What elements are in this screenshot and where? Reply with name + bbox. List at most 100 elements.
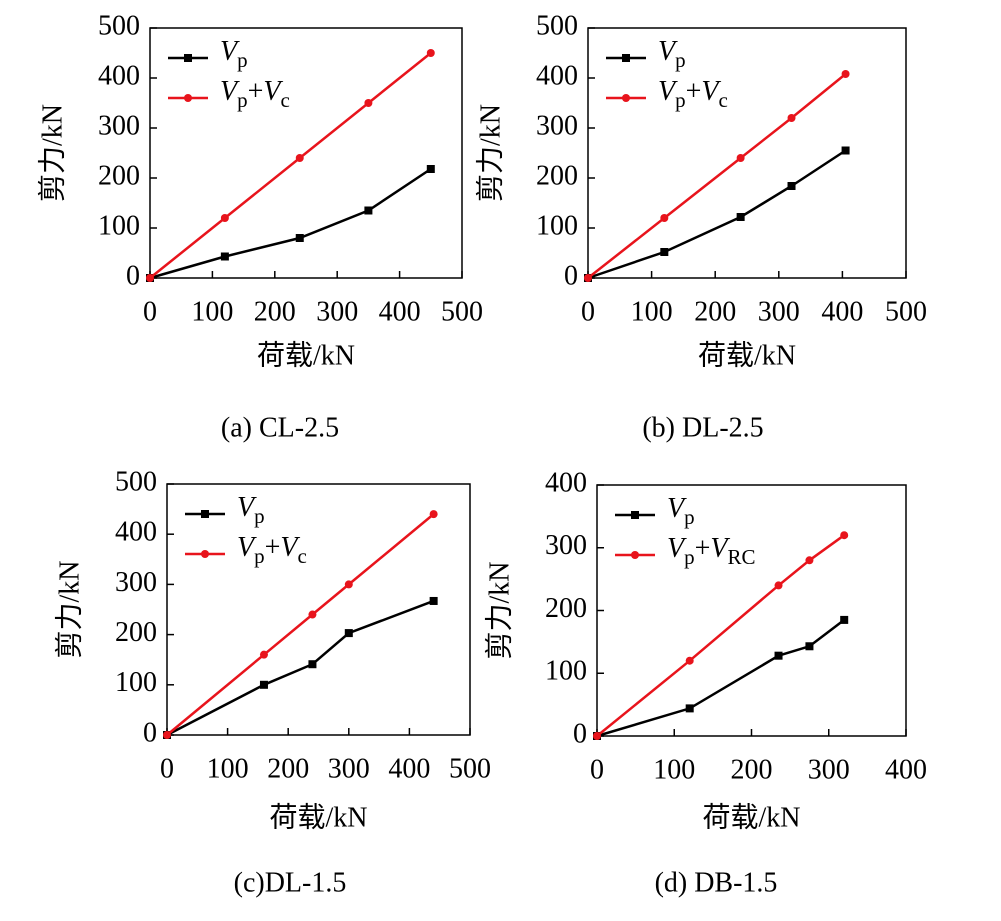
x-tick-label: 0 bbox=[581, 296, 595, 327]
y-tick-label: 100 bbox=[98, 210, 140, 241]
marker bbox=[146, 274, 154, 282]
marker bbox=[840, 531, 849, 540]
series-line bbox=[596, 534, 845, 737]
x-tick-label: 0 bbox=[143, 296, 157, 327]
marker bbox=[841, 70, 850, 78]
marker bbox=[308, 610, 317, 619]
legend-marker bbox=[201, 510, 209, 518]
legend-label: Vp+Vc bbox=[237, 532, 307, 567]
x-tick-label: 200 bbox=[254, 296, 296, 327]
caption: (a) CL-2.5 bbox=[221, 412, 339, 443]
y-tick-label: 0 bbox=[564, 260, 578, 291]
series-line bbox=[149, 167, 432, 280]
marker bbox=[660, 248, 669, 256]
marker bbox=[660, 214, 669, 222]
y-axis-label: 剪力/kN bbox=[53, 560, 85, 658]
x-tick-label: 0 bbox=[590, 754, 604, 785]
y-tick-label: 100 bbox=[536, 210, 578, 241]
y-tick-label: 200 bbox=[115, 617, 157, 648]
x-axis-label: 荷载/kN bbox=[698, 339, 796, 371]
plot-frame bbox=[149, 27, 463, 279]
marker bbox=[774, 651, 783, 660]
marker bbox=[308, 660, 317, 669]
marker bbox=[593, 732, 601, 740]
y-tick-label: 200 bbox=[536, 160, 578, 191]
y-tick-label: 0 bbox=[573, 718, 587, 749]
legend-marker bbox=[631, 551, 639, 559]
plot-frame bbox=[587, 27, 907, 279]
x-tick-label: 400 bbox=[821, 296, 863, 327]
legend-label: Vp+Vc bbox=[220, 76, 290, 111]
marker bbox=[736, 154, 745, 162]
marker bbox=[220, 214, 229, 222]
y-tick-label: 100 bbox=[115, 667, 157, 698]
y-axis-label: 剪力/kN bbox=[474, 104, 506, 202]
marker bbox=[787, 114, 796, 122]
marker bbox=[295, 234, 304, 242]
x-tick-label: 300 bbox=[316, 296, 358, 327]
y-tick-label: 500 bbox=[536, 10, 578, 41]
marker bbox=[429, 596, 438, 605]
x-tick-label: 100 bbox=[191, 296, 233, 327]
x-tick-label: 300 bbox=[808, 754, 850, 785]
marker bbox=[364, 99, 373, 107]
marker bbox=[805, 642, 814, 651]
y-axis-label: 剪力/kN bbox=[483, 561, 515, 659]
y-tick-label: 500 bbox=[115, 466, 157, 497]
x-tick-label: 0 bbox=[160, 753, 174, 784]
y-tick-label: 400 bbox=[115, 517, 157, 548]
marker bbox=[426, 49, 435, 57]
legend-label: Vp+VRC bbox=[667, 533, 756, 568]
y-tick-label: 200 bbox=[545, 593, 587, 624]
legend-label: Vp+Vc bbox=[658, 76, 728, 111]
marker bbox=[259, 680, 268, 689]
y-tick-label: 300 bbox=[115, 567, 157, 598]
marker bbox=[805, 556, 814, 565]
marker bbox=[736, 213, 745, 221]
marker bbox=[841, 146, 850, 155]
legend-marker bbox=[184, 54, 192, 62]
marker bbox=[787, 182, 796, 190]
y-tick-label: 400 bbox=[98, 60, 140, 91]
x-tick-label: 400 bbox=[388, 753, 430, 784]
x-tick-label: 500 bbox=[885, 296, 927, 327]
legend-marker bbox=[622, 54, 630, 62]
marker bbox=[685, 656, 694, 665]
plot-frame bbox=[166, 483, 471, 736]
marker bbox=[259, 650, 268, 659]
marker bbox=[584, 274, 592, 282]
marker bbox=[364, 206, 373, 215]
legend-marker bbox=[622, 94, 630, 102]
x-tick-label: 400 bbox=[885, 754, 927, 785]
marker bbox=[840, 615, 849, 624]
caption: (b) DL-2.5 bbox=[642, 412, 763, 443]
series-line bbox=[587, 149, 847, 280]
x-axis-label: 荷载/kN bbox=[269, 801, 367, 833]
legend-label: Vp bbox=[220, 36, 248, 71]
legend-marker bbox=[631, 511, 639, 519]
caption: (d) DB-1.5 bbox=[655, 867, 778, 898]
marker bbox=[774, 581, 783, 590]
y-tick-label: 300 bbox=[545, 530, 587, 561]
x-tick-label: 200 bbox=[267, 753, 309, 784]
y-tick-label: 400 bbox=[536, 60, 578, 91]
legend-label: Vp bbox=[667, 493, 695, 528]
caption: (c)DL-1.5 bbox=[234, 867, 347, 898]
marker bbox=[344, 580, 353, 589]
x-tick-label: 100 bbox=[653, 754, 695, 785]
x-tick-label: 300 bbox=[328, 753, 370, 784]
marker bbox=[220, 252, 229, 261]
y-tick-label: 400 bbox=[545, 467, 587, 498]
x-tick-label: 100 bbox=[207, 753, 249, 784]
x-tick-label: 500 bbox=[441, 296, 483, 327]
legend-marker bbox=[184, 94, 192, 102]
y-tick-label: 200 bbox=[98, 160, 140, 191]
marker bbox=[295, 154, 304, 162]
marker bbox=[344, 629, 353, 638]
x-tick-label: 100 bbox=[631, 296, 673, 327]
legend-label: Vp bbox=[658, 36, 686, 71]
x-tick-label: 400 bbox=[379, 296, 421, 327]
marker bbox=[429, 510, 438, 519]
x-tick-label: 200 bbox=[731, 754, 773, 785]
y-tick-label: 500 bbox=[98, 10, 140, 41]
